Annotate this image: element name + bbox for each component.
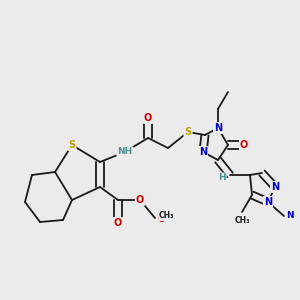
Text: N: N	[199, 147, 207, 157]
Text: H: H	[218, 173, 226, 182]
Text: CH₃: CH₃	[159, 212, 175, 220]
Text: N: N	[271, 182, 279, 192]
Text: O: O	[114, 218, 122, 228]
Text: S: S	[184, 127, 192, 137]
Text: O: O	[136, 195, 144, 205]
Text: CH₃: CH₃	[234, 216, 250, 225]
Text: O: O	[144, 113, 152, 123]
Text: N: N	[264, 197, 272, 207]
Text: O: O	[157, 215, 165, 224]
Text: O: O	[240, 140, 248, 150]
Text: S: S	[68, 140, 76, 150]
Text: N: N	[214, 123, 222, 133]
Text: N: N	[286, 212, 294, 220]
Text: NH: NH	[117, 148, 133, 157]
